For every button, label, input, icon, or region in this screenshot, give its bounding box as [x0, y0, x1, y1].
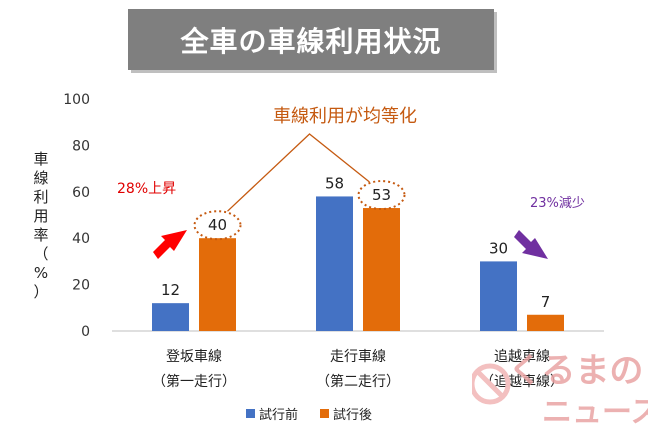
x-tick-sublabel: （第二走行）: [316, 373, 400, 390]
data-label: 53: [372, 186, 391, 204]
watermark-circle: [472, 363, 511, 405]
bar-after: [199, 238, 236, 331]
bar-before: [316, 196, 353, 331]
data-label: 58: [325, 174, 344, 192]
data-label: 7: [541, 293, 551, 311]
x-tick-sublabel: （第一走行）: [152, 373, 236, 390]
y-axis-label-char: 車: [33, 150, 49, 168]
chart-title-box: 全車の車線利用状況: [128, 9, 494, 70]
y-axis-label-char: 用: [33, 207, 49, 225]
y-tick-label: 100: [63, 92, 90, 108]
y-axis-label-char: （: [33, 245, 49, 263]
bar-before: [152, 303, 189, 331]
bar-after: [527, 314, 564, 331]
y-axis-label-char: 線: [33, 169, 49, 187]
y-axis-label-char: %: [33, 264, 49, 282]
watermark-slash: [476, 370, 504, 398]
x-tick-label: 追越車線: [494, 348, 550, 365]
down-arrow-icon: [514, 230, 548, 259]
watermark-text-2: ニュース: [542, 395, 648, 430]
annotation-connector: [227, 133, 370, 212]
legend-swatch-after: [320, 409, 329, 418]
x-tick-label: 登坂車線: [166, 348, 222, 365]
y-tick-label: 40: [72, 231, 90, 247]
up-arrow-icon: [153, 230, 187, 259]
highlight-ellipse: [357, 180, 406, 211]
legend-swatch-before: [246, 409, 255, 418]
y-tick-label: 0: [81, 324, 90, 340]
watermark-logo: くるまの ニュース: [472, 351, 648, 430]
chart-title: 全車の車線利用状況: [180, 24, 442, 58]
y-tick-label: 20: [72, 278, 90, 294]
legend-label-before: 試行前: [259, 408, 299, 423]
bar-before: [480, 261, 517, 331]
data-label: 12: [161, 281, 180, 299]
x-tick-sublabel: （追越車線）: [480, 373, 564, 390]
y-axis-label-char: 率: [33, 226, 49, 244]
legend-item-after: 試行後: [320, 404, 372, 423]
y-axis-label-char: ）: [33, 283, 49, 301]
data-label: 30: [489, 239, 508, 257]
annotation-down: 23%減少: [530, 195, 585, 211]
y-tick-label: 60: [72, 185, 90, 201]
annotation-main: 車線利用が均等化: [273, 106, 417, 127]
legend-item-before: 試行前: [246, 404, 298, 423]
annotation-up: 28%上昇: [117, 181, 176, 197]
y-tick-label: 80: [72, 138, 90, 154]
highlight-ellipse: [193, 210, 242, 241]
y-axis-label: 車線利用率（%）: [30, 150, 52, 302]
bar-after: [363, 208, 400, 331]
legend-label-after: 試行後: [333, 408, 373, 423]
y-axis-label-char: 利: [33, 188, 49, 206]
data-label: 40: [208, 216, 227, 234]
x-tick-label: 走行車線: [330, 348, 386, 365]
watermark-text-1: くるまの: [508, 351, 643, 391]
